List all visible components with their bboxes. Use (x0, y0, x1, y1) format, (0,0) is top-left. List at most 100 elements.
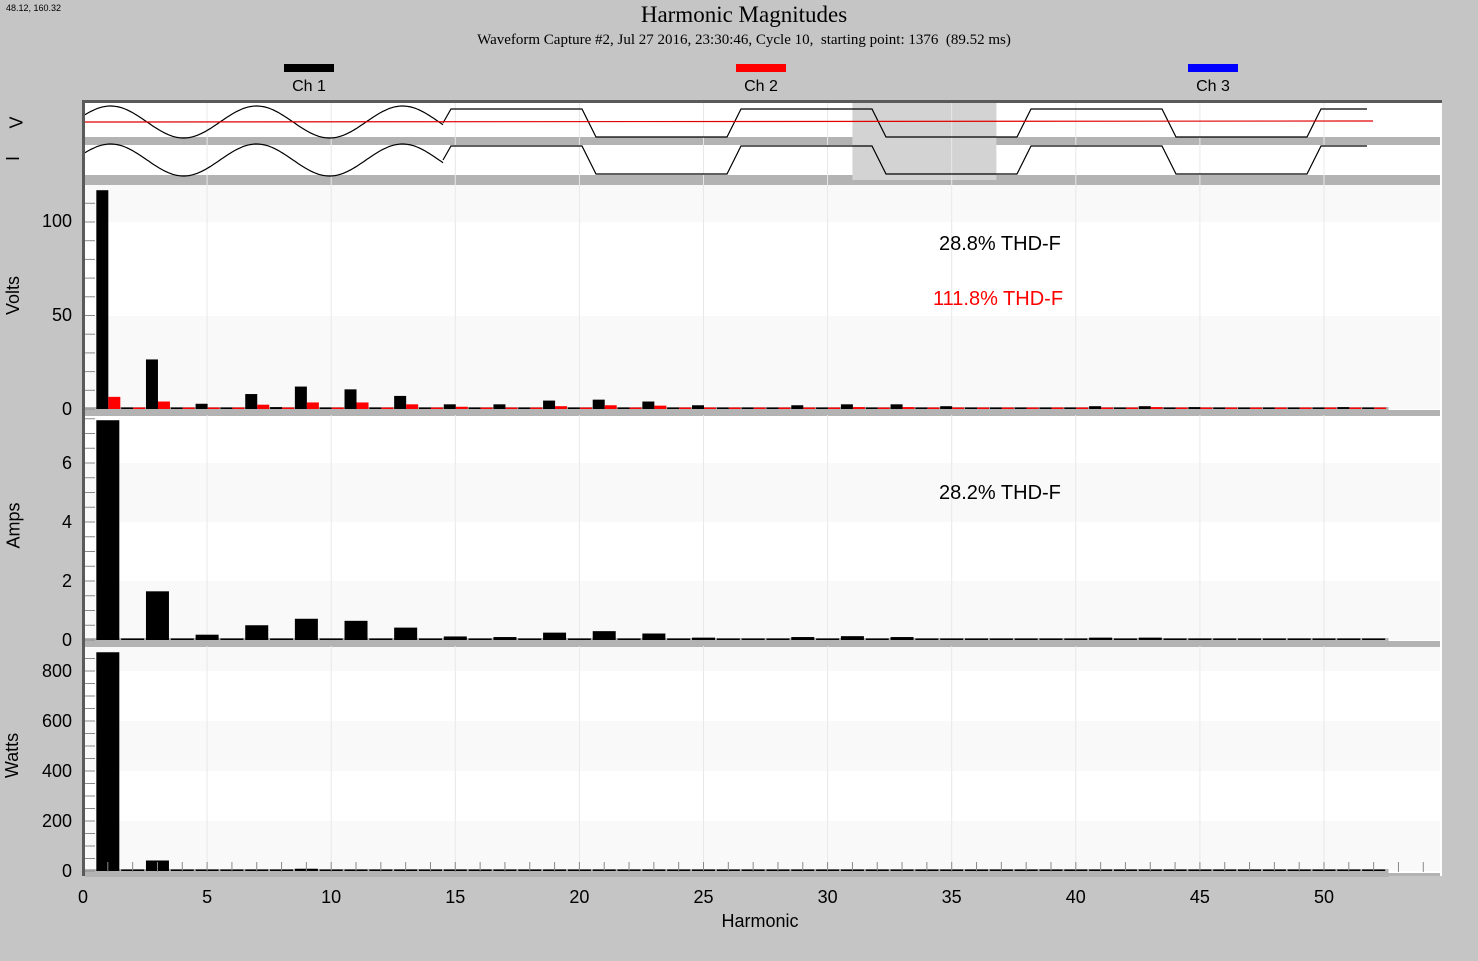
bar-h45-ch1[interactable] (1188, 407, 1201, 409)
bar-h50-ch1[interactable] (1312, 407, 1325, 410)
bar-h40-ch1[interactable] (1064, 638, 1088, 641)
bar-h8-ch2[interactable] (282, 407, 295, 410)
bar-h29-ch1[interactable] (791, 405, 804, 409)
bar-h14-ch2[interactable] (430, 407, 443, 410)
bar-h20-ch1[interactable] (567, 407, 580, 410)
bar-h22-ch1[interactable] (617, 407, 630, 410)
bar-h11-ch1[interactable] (344, 620, 368, 640)
bar-h9-ch1[interactable] (294, 618, 318, 640)
bar-h10-ch1[interactable] (319, 638, 343, 641)
bar-h43-ch1[interactable] (1138, 406, 1151, 409)
bar-h26-ch2[interactable] (728, 407, 741, 410)
bar-h18-ch2[interactable] (530, 407, 543, 410)
bar-h50-ch2[interactable] (1324, 407, 1337, 410)
bar-h21-ch2[interactable] (604, 405, 617, 409)
bar-h42-ch1[interactable] (1113, 407, 1126, 410)
bar-h30-ch1[interactable] (816, 638, 840, 641)
bar-h33-ch1[interactable] (890, 637, 914, 640)
bar-h44-ch1[interactable] (1163, 407, 1176, 410)
bar-h9-ch2[interactable] (306, 402, 319, 409)
bar-h52-ch2[interactable] (1374, 407, 1387, 410)
bar-h8-ch1[interactable] (270, 407, 283, 409)
bar-h17-ch2[interactable] (505, 407, 518, 410)
bar-h36-ch1[interactable] (965, 638, 989, 641)
bar-h19-ch1[interactable] (543, 632, 567, 640)
waveform-selection-window[interactable] (852, 103, 997, 183)
bar-h14-ch1[interactable] (418, 407, 431, 410)
bar-h46-ch1[interactable] (1213, 407, 1226, 410)
bar-h41-ch1[interactable] (1089, 406, 1102, 409)
bar-h39-ch1[interactable] (1039, 407, 1052, 410)
bar-h46-ch2[interactable] (1225, 407, 1238, 410)
bar-h12-ch2[interactable] (381, 407, 394, 410)
bar-h12-ch1[interactable] (369, 638, 393, 641)
bar-h24-ch2[interactable] (679, 407, 692, 410)
bar-h21-ch1[interactable] (592, 399, 605, 409)
bar-h25-ch2[interactable] (704, 407, 716, 410)
bar-h2-ch1[interactable] (121, 407, 134, 410)
bar-h7-ch1[interactable] (245, 394, 258, 409)
bar-h4-ch2[interactable] (182, 407, 195, 410)
bar-h14-ch1[interactable] (418, 638, 442, 641)
bar-h27-ch1[interactable] (741, 407, 754, 410)
bar-h29-ch2[interactable] (803, 407, 816, 410)
bar-h5-ch2[interactable] (207, 407, 220, 410)
bar-h29-ch1[interactable] (791, 637, 815, 640)
bar-h48-ch1[interactable] (1262, 638, 1286, 641)
bar-h49-ch1[interactable] (1287, 407, 1300, 410)
bar-h1-ch1[interactable] (96, 420, 120, 640)
bar-h21-ch1[interactable] (592, 631, 616, 640)
bar-h3-ch1[interactable] (145, 359, 158, 409)
bar-h22-ch2[interactable] (629, 407, 642, 410)
bar-h28-ch1[interactable] (766, 638, 790, 641)
bar-h34-ch1[interactable] (915, 638, 939, 641)
bar-h30-ch1[interactable] (816, 407, 829, 410)
bar-h24-ch1[interactable] (667, 407, 680, 410)
bar-h44-ch1[interactable] (1163, 638, 1187, 641)
bar-h28-ch2[interactable] (778, 407, 791, 410)
bar-h15-ch2[interactable] (455, 406, 468, 409)
bar-h40-ch2[interactable] (1076, 407, 1089, 410)
bar-h38-ch1[interactable] (1014, 407, 1027, 410)
bar-h1-ch2[interactable] (108, 396, 121, 409)
bar-h16-ch2[interactable] (480, 407, 493, 410)
bar-h12-ch1[interactable] (369, 407, 382, 410)
bar-h7-ch2[interactable] (257, 404, 270, 409)
bar-h36-ch1[interactable] (965, 407, 978, 410)
bar-h6-ch1[interactable] (220, 407, 233, 410)
bar-h13-ch2[interactable] (406, 404, 419, 409)
bar-h20-ch1[interactable] (567, 638, 591, 641)
bar-h23-ch1[interactable] (642, 401, 655, 409)
bar-h52-ch1[interactable] (1362, 407, 1375, 410)
bar-h52-ch1[interactable] (1362, 638, 1386, 641)
bar-h3-ch2[interactable] (157, 401, 170, 409)
bar-h13-ch1[interactable] (394, 627, 418, 640)
bar-h28-ch1[interactable] (766, 407, 779, 410)
bar-h23-ch2[interactable] (654, 405, 667, 409)
bar-h35-ch1[interactable] (940, 406, 953, 409)
bar-h39-ch2[interactable] (1051, 407, 1064, 410)
bar-h32-ch2[interactable] (877, 407, 890, 410)
bar-h3-ch1[interactable] (145, 591, 169, 640)
bar-h51-ch1[interactable] (1337, 407, 1350, 409)
bar-h37-ch1[interactable] (989, 638, 1013, 641)
bar-h31-ch2[interactable] (852, 407, 865, 409)
bar-h37-ch2[interactable] (1001, 407, 1014, 410)
bar-h41-ch1[interactable] (1089, 637, 1113, 640)
bar-h42-ch2[interactable] (1125, 407, 1138, 410)
bar-h32-ch1[interactable] (865, 407, 878, 410)
bar-h5-ch1[interactable] (195, 403, 208, 409)
bar-h22-ch1[interactable] (617, 638, 641, 641)
bar-h41-ch2[interactable] (1101, 407, 1114, 410)
bar-h10-ch1[interactable] (319, 407, 332, 410)
bar-h51-ch2[interactable] (1349, 407, 1362, 410)
legend-ch1[interactable]: Ch 1 (269, 64, 349, 96)
bar-h7-ch1[interactable] (245, 625, 269, 640)
bar-h39-ch1[interactable] (1039, 638, 1063, 641)
bar-h27-ch2[interactable] (753, 407, 766, 410)
bar-h36-ch2[interactable] (977, 407, 990, 410)
bar-h45-ch2[interactable] (1200, 407, 1213, 410)
bar-h20-ch2[interactable] (579, 407, 592, 410)
bar-h44-ch2[interactable] (1175, 407, 1188, 410)
bar-h18-ch1[interactable] (518, 638, 542, 641)
